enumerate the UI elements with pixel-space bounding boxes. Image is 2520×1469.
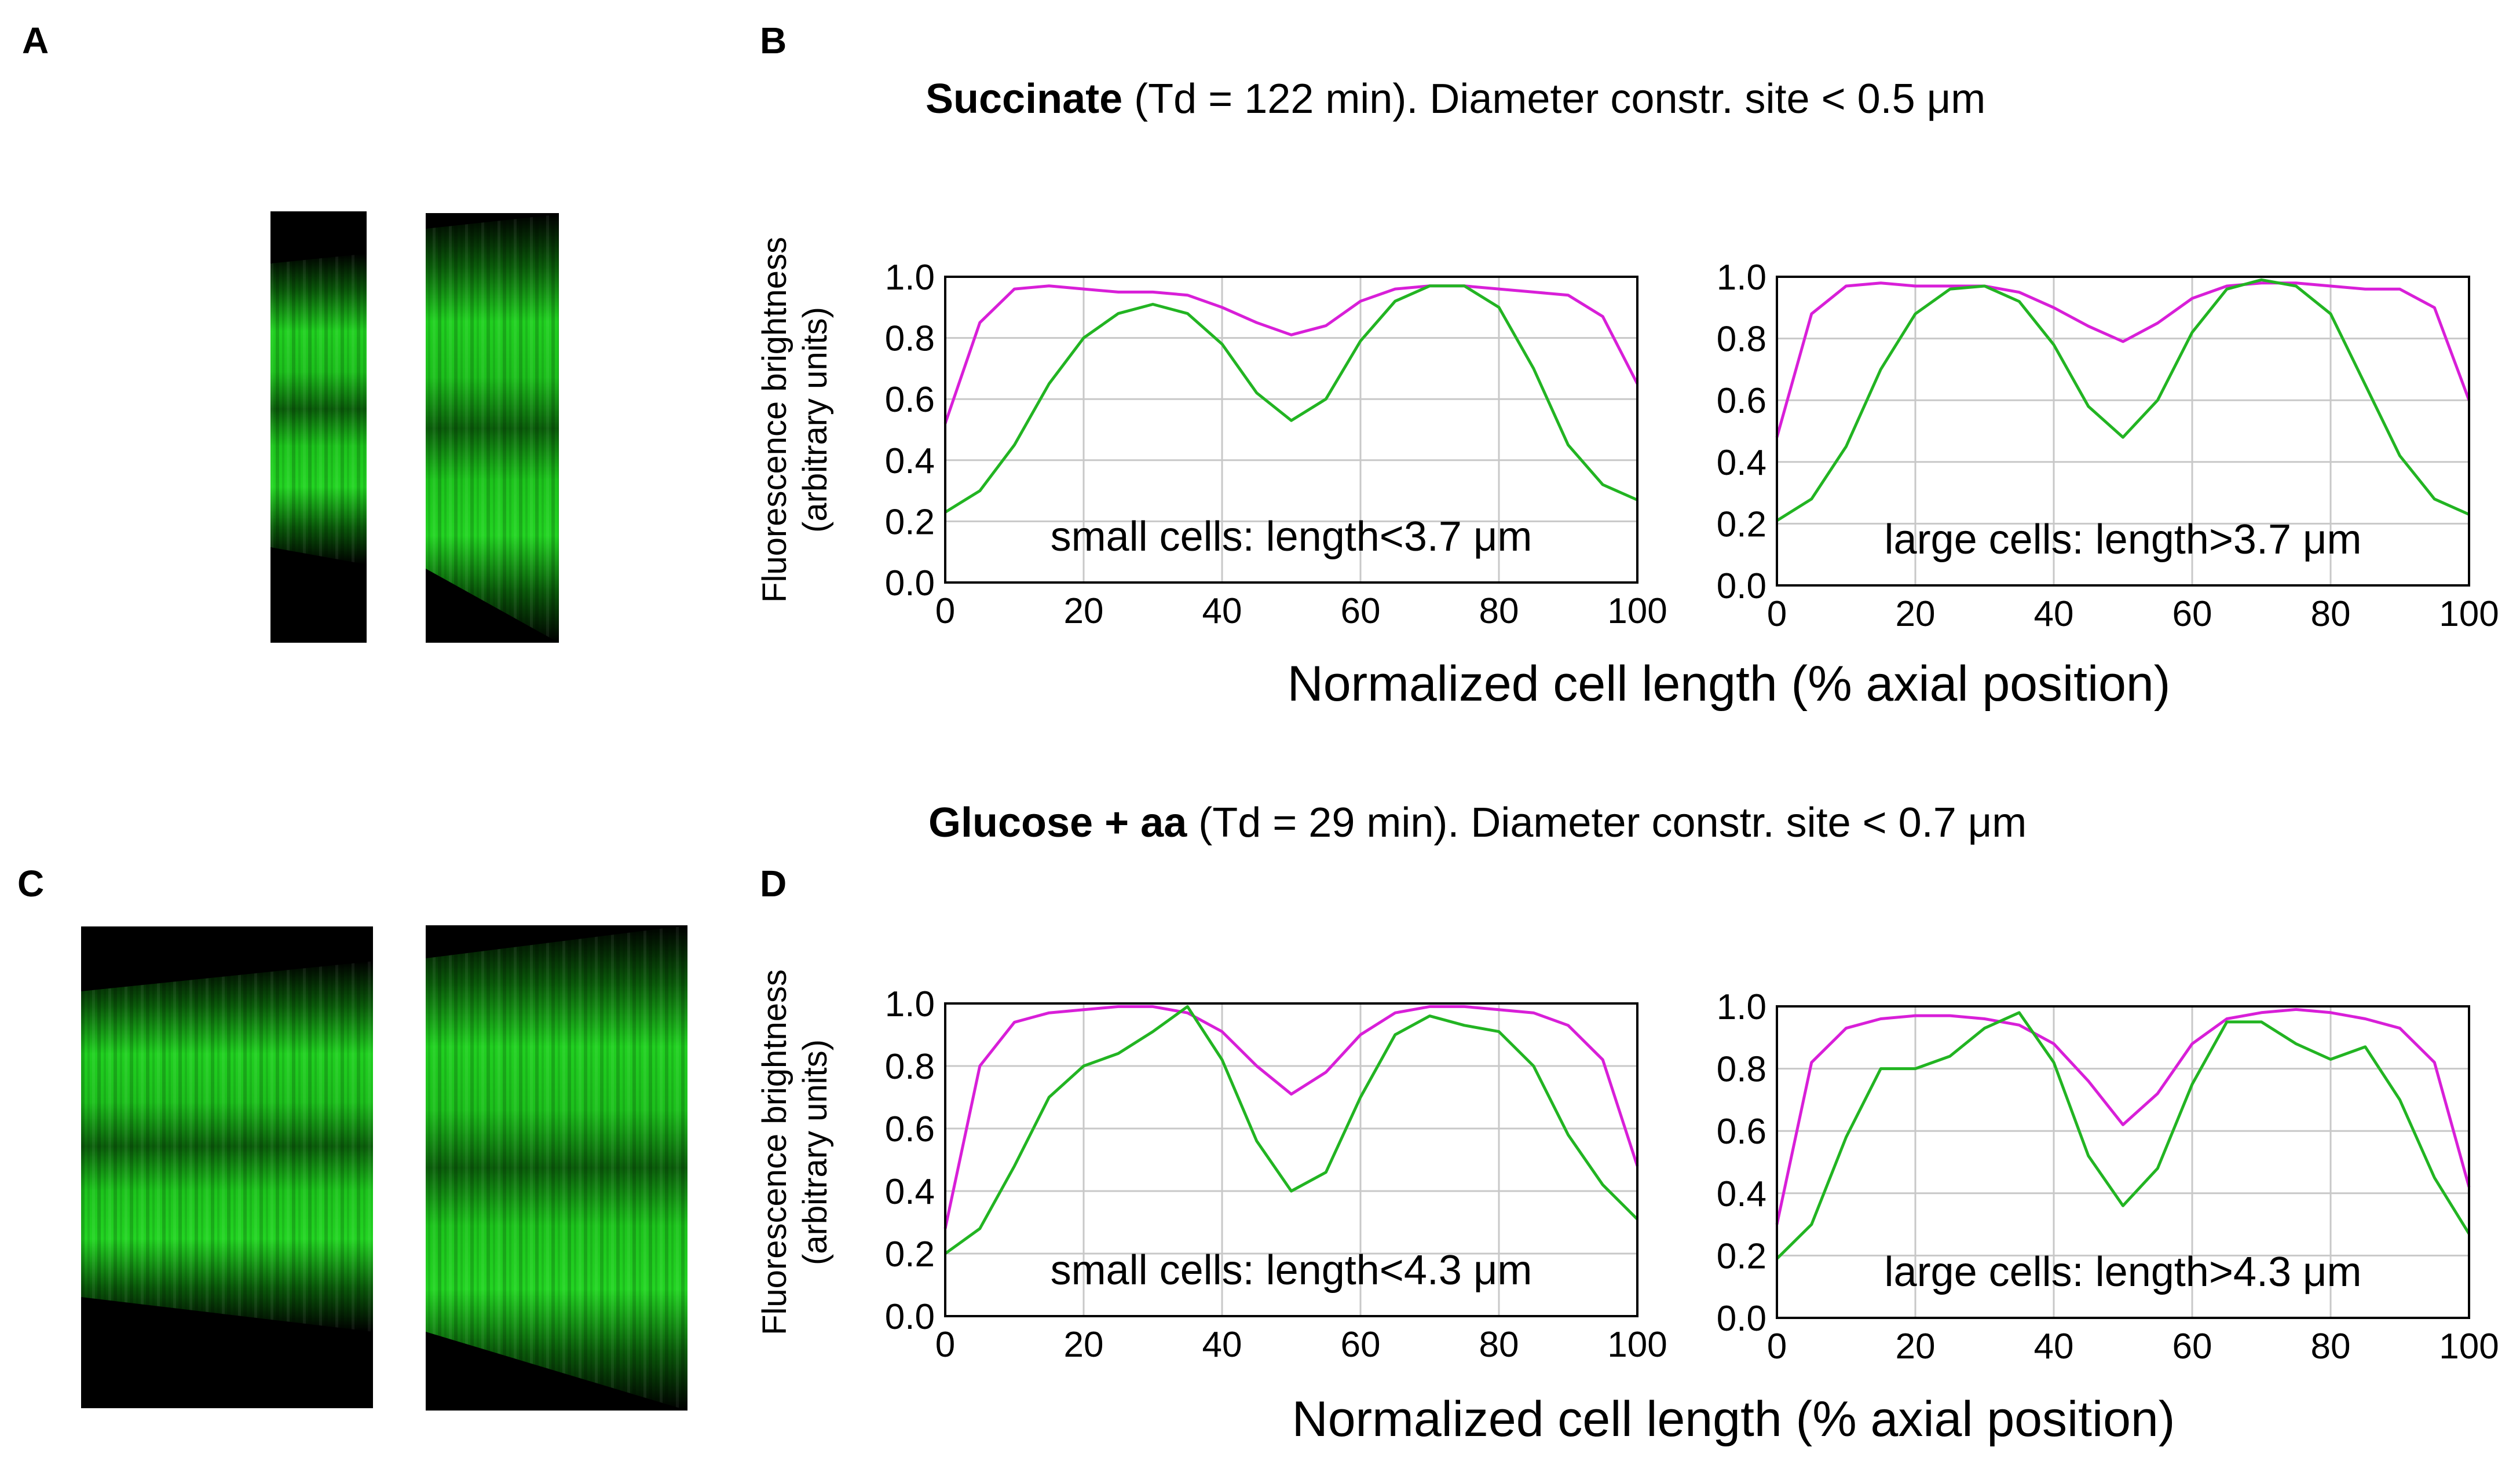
plot-frame (1776, 276, 2470, 587)
kymograph-a-left (270, 211, 367, 643)
x-tick-label: 20 (1064, 591, 1104, 631)
panel-letter-c: C (17, 863, 44, 904)
y-tick-label: 0.4 (885, 441, 935, 481)
x-tick-label: 100 (2439, 1327, 2499, 1367)
chart-succinate-small: 0 20 40 60 80 100 0.0 0.2 0.4 0.6 0.8 1.0 small cell… (885, 258, 1667, 631)
y-tick-label: 0.0 (885, 1297, 935, 1337)
x-tick-label: 0 (935, 591, 955, 631)
x-tick-label: 20 (1896, 594, 1936, 634)
plot-frame (944, 1002, 1638, 1317)
y-tick-label: 0.8 (1717, 1050, 1766, 1090)
plot-area (945, 277, 1637, 583)
plot-area (1777, 1006, 2469, 1318)
x-tick-label: 40 (1202, 1325, 1242, 1365)
chart-glucose-large: 0 20 40 60 80 100 0.0 0.2 0.4 0.6 0.8 1.0 large cell… (1717, 987, 2499, 1367)
y-tick-label: 0.6 (885, 1109, 935, 1149)
x-tick-label: 20 (1896, 1327, 1936, 1367)
xlabel-bottom: Normalized cell length (% axial position… (1292, 1391, 2175, 1447)
series-line-green (1776, 278, 2470, 522)
chart-succinate-large: 0 20 40 60 80 100 0.0 0.2 0.4 0.6 0.8 1.0 large cell… (1717, 258, 2499, 634)
series-line-green (944, 284, 1638, 514)
x-tick-label: 40 (2034, 594, 2074, 634)
title-glucose-rest: (Td = 29 min). Diameter constr. site < 0… (1187, 800, 2027, 846)
x-tick-label: 60 (1341, 1325, 1381, 1365)
y-tick-label: 0.4 (885, 1172, 935, 1212)
kymograph-a-right (426, 213, 559, 643)
ylabel-top-line2: (arbitrary units) (796, 307, 834, 533)
plot-frame (1776, 1005, 2470, 1319)
chart-glucose-small: 0 20 40 60 80 100 0.0 0.2 0.4 0.6 0.8 1.0 small cell… (885, 984, 1667, 1365)
x-tick-label: 80 (1479, 1325, 1519, 1365)
series-line-magenta (943, 284, 1639, 424)
kymograph-c-right (426, 925, 687, 1411)
x-tick-label: 0 (1767, 594, 1787, 634)
y-tick-label: 0.0 (1717, 1299, 1766, 1339)
ylabel-top: Fluorescence brightness (arbitrary units… (756, 237, 834, 603)
x-tick-label: 100 (1607, 591, 1667, 631)
y-tick-label: 0.0 (885, 563, 935, 603)
cell-size-annotation: large cells: length>4.3 μm (1885, 1249, 2362, 1295)
plot-frame (944, 276, 1638, 584)
x-tick-label: 0 (935, 1325, 955, 1365)
x-tick-label: 60 (2172, 1327, 2212, 1367)
y-tick-label: 1.0 (885, 984, 935, 1024)
y-tick-label: 0.4 (1717, 1174, 1766, 1214)
title-glucose: Glucose + aa (Td = 29 min). Diameter con… (928, 800, 2027, 846)
y-tick-label: 0.2 (885, 1234, 935, 1274)
panel-letter-a: A (22, 20, 49, 61)
x-tick-label: 60 (2172, 594, 2212, 634)
panel-letter-d: D (760, 863, 787, 904)
y-tick-label: 0.4 (1717, 443, 1766, 483)
title-glucose-bold: Glucose + aa (928, 800, 1187, 846)
kymograph-c-left (81, 926, 373, 1408)
y-tick-label: 0.2 (885, 502, 935, 542)
x-tick-label: 0 (1767, 1327, 1787, 1367)
y-tick-label: 1.0 (885, 258, 935, 298)
ylabel-top-line1: Fluorescence brightness (756, 237, 793, 603)
xlabel-top: Normalized cell length (% axial position… (1288, 656, 2171, 712)
x-tick-label: 60 (1341, 591, 1381, 631)
x-tick-label: 40 (2034, 1327, 2074, 1367)
series-line-green (944, 1005, 1638, 1255)
ylabel-bottom-line2: (arbitrary units) (796, 1039, 834, 1265)
y-tick-label: 0.0 (1717, 566, 1766, 606)
y-tick-label: 0.8 (1717, 320, 1766, 360)
title-succinate-rest: (Td = 122 min). Diameter constr. site < … (1122, 76, 1985, 122)
y-tick-label: 0.6 (885, 380, 935, 420)
x-tick-label: 80 (2311, 1327, 2351, 1367)
cell-size-annotation: small cells: length<3.7 μm (1051, 514, 1533, 560)
plot-area (1777, 277, 2469, 585)
x-tick-label: 80 (2311, 594, 2351, 634)
y-tick-label: 0.2 (1717, 1236, 1766, 1276)
cell-size-annotation: small cells: length<4.3 μm (1051, 1247, 1533, 1294)
series-line-magenta (1775, 1008, 2471, 1225)
cell-size-annotation: large cells: length>3.7 μm (1885, 516, 2362, 563)
y-tick-label: 1.0 (1717, 987, 1766, 1027)
y-tick-label: 0.2 (1717, 504, 1766, 544)
x-tick-label: 80 (1479, 591, 1519, 631)
title-succinate: Succinate (Td = 122 min). Diameter const… (926, 76, 1985, 122)
y-tick-label: 0.8 (885, 319, 935, 359)
x-tick-label: 100 (1607, 1325, 1667, 1365)
series-line-magenta (1775, 281, 2471, 438)
x-tick-label: 40 (1202, 591, 1242, 631)
ylabel-bottom-line1: Fluorescence brightness (756, 969, 793, 1335)
ylabel-bottom: Fluorescence brightness (arbitrary units… (756, 969, 834, 1335)
y-tick-label: 0.8 (885, 1047, 935, 1087)
y-tick-label: 0.6 (1717, 381, 1766, 421)
y-tick-label: 1.0 (1717, 258, 1766, 298)
series-line-magenta (943, 1005, 1639, 1229)
panel-letter-b: B (760, 20, 787, 61)
x-tick-label: 100 (2439, 594, 2499, 634)
y-tick-label: 0.6 (1717, 1112, 1766, 1152)
title-succinate-bold: Succinate (926, 76, 1122, 122)
x-tick-label: 20 (1064, 1325, 1104, 1365)
series-line-green (1776, 1011, 2471, 1260)
